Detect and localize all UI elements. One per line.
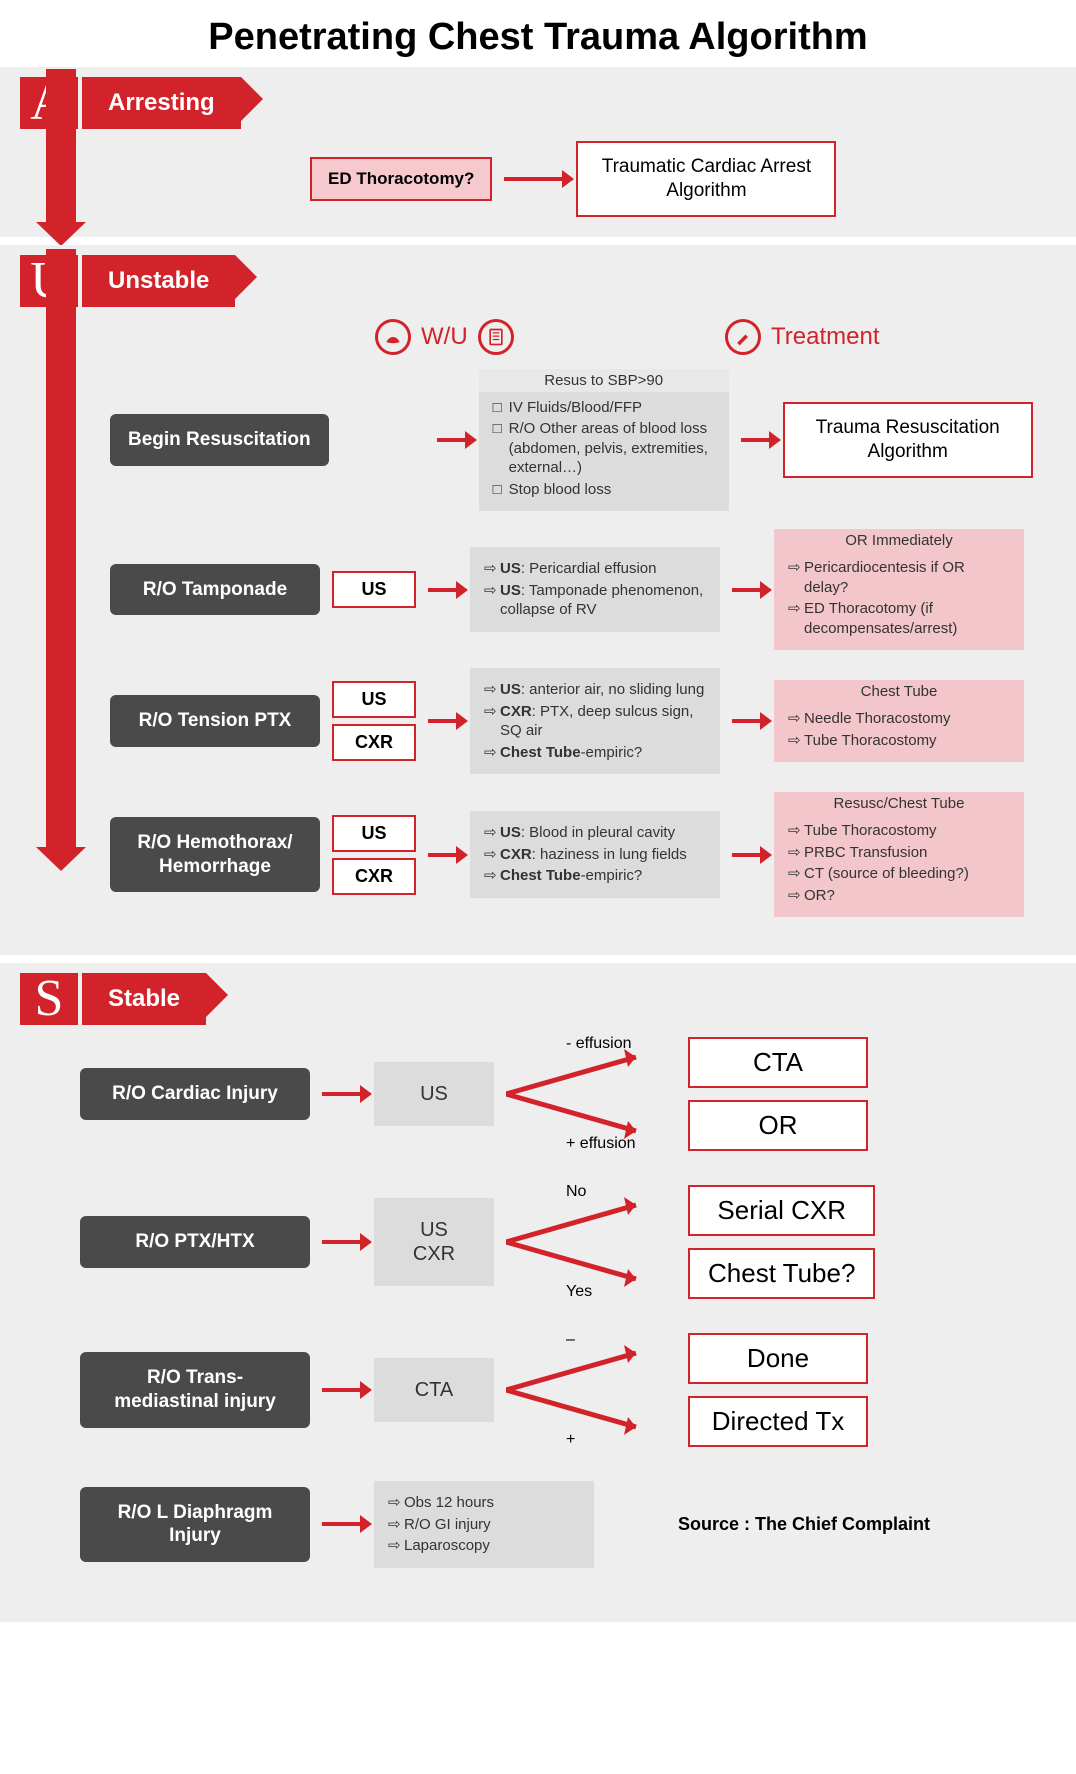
arrow — [428, 853, 458, 857]
test-box: USCXR — [374, 1198, 494, 1286]
outcome-box: CTA — [688, 1037, 868, 1088]
section-stable: S Stable R/O Cardiac Injury US- effusion+… — [0, 963, 1076, 1622]
flow-row: R/O PTX/HTX USCXRNoYesSerial CXR Chest Tub… — [80, 1185, 1056, 1299]
outcome-box: Chest Tube? — [688, 1248, 875, 1299]
section-label-s: Stable — [82, 973, 206, 1025]
step-box: R/O Trans-mediastinal injury — [80, 1352, 310, 1428]
step-box: R/O Tamponade — [110, 564, 320, 616]
arrow — [428, 719, 458, 723]
test-tag: US — [332, 815, 416, 852]
treatment-card: Chest TubeNeedle ThoracostomyTube Thorac… — [774, 680, 1024, 762]
branch-split: –+ — [506, 1335, 676, 1445]
step-box: R/O Hemothorax/Hemorrhage — [110, 817, 320, 893]
test-tag: CXR — [332, 724, 416, 761]
workup-card: US: Pericardial effusionUS: Tamponade ph… — [470, 547, 720, 632]
column-treatment: Treatment — [725, 319, 879, 355]
flow-row: R/O Tamponade US US: Pericardial effusionU… — [110, 529, 1056, 650]
flow-spine-a — [46, 69, 76, 224]
section-label-u: Unstable — [82, 255, 235, 307]
treatment-box: Trauma Resuscitation Algorithm — [783, 402, 1033, 478]
scalpel-icon — [725, 319, 761, 355]
branch-split: - effusion+ effusion — [506, 1039, 676, 1149]
test-box: CTA — [374, 1358, 494, 1422]
treatment-card: Resusc/Chest TubeTube ThoracostomyPRBC T… — [774, 792, 1024, 917]
flow-row: R/O Tension PTX US CXR US: anterior air, no… — [110, 668, 1056, 774]
flow-row: Begin Resuscitation Resus to SBP>90IV Flu… — [110, 369, 1056, 512]
flow-row: R/O Trans-mediastinal injury CTA–+Done Dir… — [80, 1333, 1056, 1447]
ultrasound-icon — [375, 319, 411, 355]
arrow — [322, 1388, 362, 1392]
arrow — [732, 853, 762, 857]
arrow — [741, 438, 771, 442]
outcome-box: Serial CXR — [688, 1185, 875, 1236]
traumatic-arrest-algorithm: Traumatic Cardiac Arrest Algorithm — [576, 141, 836, 217]
arrow — [322, 1092, 362, 1096]
column-workup: W/U — [375, 319, 685, 355]
outcome-box: Directed Tx — [688, 1396, 868, 1447]
section-label-a: Arresting — [82, 77, 241, 129]
source-credit: Source : The Chief Complaint — [678, 1514, 930, 1535]
flow-row: R/O L DiaphragmInjury Obs 12 hoursR/O GI … — [80, 1481, 1056, 1568]
arrow — [322, 1522, 362, 1526]
flow-row: R/O Hemothorax/Hemorrhage US CXR US: Blood … — [110, 792, 1056, 917]
test-tag: CXR — [332, 858, 416, 895]
workup-card: Resus to SBP>90IV Fluids/Blood/FFPR/O Ot… — [479, 369, 729, 512]
step-box: R/O Tension PTX — [110, 695, 320, 747]
section-unstable: U Unstable W/U Treatment Begin Resuscita… — [0, 245, 1076, 956]
arrow — [437, 438, 467, 442]
arrow — [428, 588, 458, 592]
arrow — [732, 719, 762, 723]
step-box: R/O L DiaphragmInjury — [80, 1487, 310, 1563]
section-arresting: A Arresting ED Thoracotomy? Traumatic Ca… — [0, 67, 1076, 237]
arrow — [322, 1240, 362, 1244]
step-box: R/O PTX/HTX — [80, 1216, 310, 1268]
section-letter-s: S — [20, 973, 78, 1025]
workup-card: Obs 12 hoursR/O GI injuryLaparoscopy — [374, 1481, 594, 1568]
step-box: R/O Cardiac Injury — [80, 1068, 310, 1120]
test-box: US — [374, 1062, 494, 1126]
workup-card: US: Blood in pleural cavityCXR: haziness… — [470, 811, 720, 898]
xray-icon — [478, 319, 514, 355]
workup-card: US: anterior air, no sliding lungCXR: PT… — [470, 668, 720, 774]
ed-thoracotomy-question: ED Thoracotomy? — [310, 157, 492, 201]
flow-row: R/O Cardiac Injury US- effusion+ effusion… — [80, 1037, 1056, 1151]
page-title: Penetrating Chest Trauma Algorithm — [0, 0, 1076, 67]
test-tag: US — [332, 571, 416, 608]
branch-split: NoYes — [506, 1187, 676, 1297]
treatment-card: OR ImmediatelyPericardiocentesis if OR d… — [774, 529, 1024, 650]
flow-spine-u — [46, 249, 76, 849]
outcome-box: Done — [688, 1333, 868, 1384]
test-tag: US — [332, 681, 416, 718]
outcome-box: OR — [688, 1100, 868, 1151]
step-box: Begin Resuscitation — [110, 414, 329, 466]
arrow — [504, 177, 564, 181]
arrow — [732, 588, 762, 592]
